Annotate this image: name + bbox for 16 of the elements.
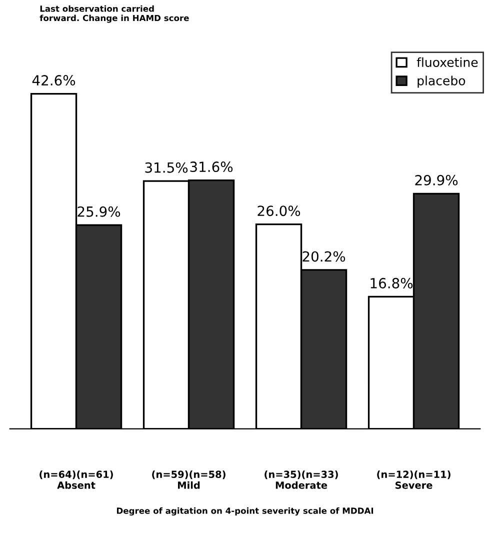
data-label: 16.8% xyxy=(370,278,413,288)
x-tick-label: (n=59)(n=58) Mild xyxy=(152,470,226,489)
x-tick-label: (n=35)(n=33) Moderate xyxy=(264,470,338,489)
data-label: 31.5% xyxy=(145,162,188,173)
x-tick-label: (n=12)(n=11) Severe xyxy=(377,470,450,489)
data-label: 20.2% xyxy=(302,251,346,262)
data-label: 31.6% xyxy=(190,162,233,172)
data-label: 29.9% xyxy=(415,174,458,186)
data-label: 42.6% xyxy=(32,75,76,86)
x-tick-label: (n=64)(n=61) Absent xyxy=(40,470,113,489)
data-label: 26.0% xyxy=(258,206,300,216)
legend-label: fluoxetine xyxy=(416,57,478,68)
chart-title: Last observation carried forward. Change in HAMD score xyxy=(40,5,189,23)
data-label: 25.9% xyxy=(78,206,120,217)
x-axis-title: Degree of agitation on 4-point severity scale of MDDAI xyxy=(117,507,374,516)
legend-label: placebo xyxy=(418,76,466,88)
